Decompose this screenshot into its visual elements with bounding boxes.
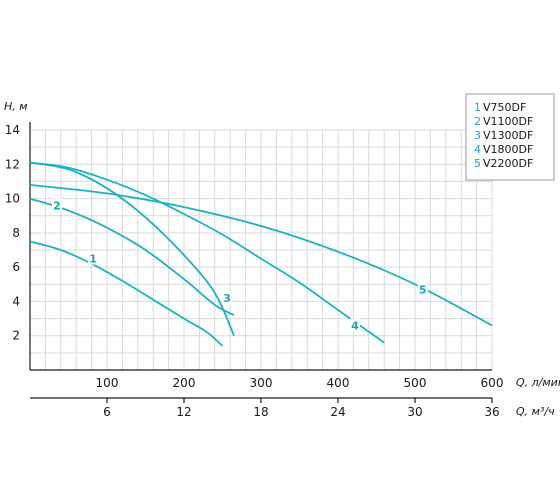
x2-tick-label: 30 [407, 405, 422, 419]
y-tick-label: 10 [5, 192, 20, 206]
y-tick-label: 12 [5, 157, 20, 171]
curve-V1100DF [29, 197, 235, 316]
curve-V1800DF [29, 161, 385, 344]
legend-label: V2200DF [483, 157, 533, 170]
curve-label-1: 1 [89, 253, 97, 266]
y-tick-label: 14 [5, 123, 20, 137]
legend-number: 2 [474, 115, 481, 128]
curve-V750DF [29, 240, 224, 347]
x2-tick-label: 24 [330, 405, 345, 419]
legend-box [465, 93, 555, 181]
curve-V2200DF [29, 184, 493, 327]
x2-tick-label: 18 [253, 405, 268, 419]
curve-label-4: 4 [351, 319, 359, 332]
curves: 1 2 3 4 5 [29, 161, 493, 347]
curve-label-bg [222, 291, 233, 304]
y-tick-label: 2 [12, 329, 20, 343]
y-axis-label: H, м [4, 100, 28, 113]
curve-label-bg [349, 318, 360, 332]
curve-V1300DF [29, 161, 235, 337]
curve-label-bg [417, 282, 428, 296]
legend-label: V1100DF [483, 115, 533, 128]
legend-label: V750DF [483, 101, 526, 114]
x-tick-label: 400 [327, 376, 350, 390]
curve-label-5: 5 [419, 283, 427, 296]
y-tick-label: 4 [12, 294, 20, 308]
legend-label: V1300DF [483, 129, 533, 142]
x2-tick-label: 36 [484, 405, 499, 419]
grid [30, 129, 493, 370]
x-tick-label: 300 [250, 376, 273, 390]
legend-number: 3 [474, 129, 481, 142]
y-tick-label: 6 [12, 260, 20, 274]
curve-label-2: 2 [53, 199, 61, 212]
x-tick-label: 100 [96, 376, 119, 390]
x2-tick-label: 6 [103, 405, 111, 419]
x-tick-label: 600 [481, 376, 504, 390]
legend-number: 1 [474, 101, 481, 114]
x2-tick-label: 12 [176, 405, 191, 419]
curve-label-bg [88, 251, 99, 265]
x2-axis-label: Q, м³/ч [516, 405, 555, 418]
legend-number: 5 [474, 157, 481, 170]
x-axis-label: Q, л/мин [516, 376, 560, 389]
curve-label-3: 3 [223, 292, 231, 305]
x-tick-label: 200 [173, 376, 196, 390]
legend-label: V1800DF [483, 143, 533, 156]
curve-label-bg [51, 198, 62, 212]
x-tick-label: 500 [404, 376, 427, 390]
legend-number: 4 [474, 143, 481, 156]
y-tick-label: 8 [12, 226, 20, 240]
